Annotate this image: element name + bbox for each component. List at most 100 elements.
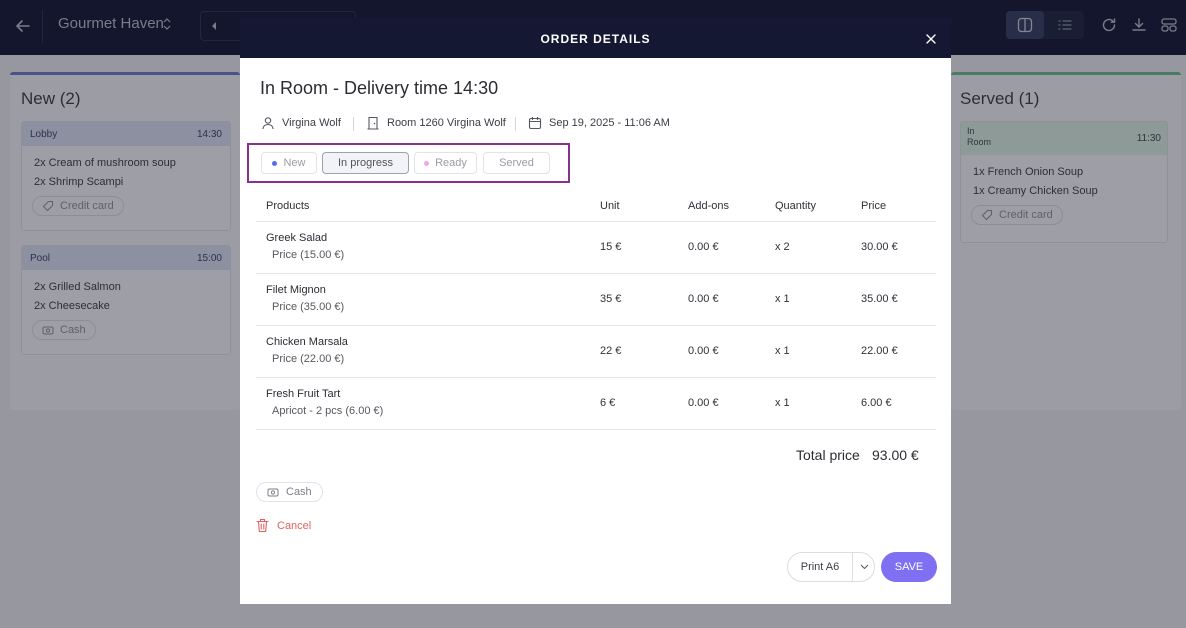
column-header-addons: Add-ons [688, 200, 729, 212]
download-icon[interactable] [1130, 16, 1148, 34]
payment-label: Cash [60, 324, 86, 336]
status-dot [272, 160, 278, 166]
card-location: Lobby [30, 128, 58, 140]
payment-label: Cash [286, 486, 312, 498]
view-toggle [1006, 11, 1084, 39]
card-header: Pool 15:00 [22, 246, 230, 270]
card-location: Room [967, 137, 992, 147]
status-ready[interactable]: Ready [414, 152, 477, 174]
list-item: 1x Creamy Chicken Soup [973, 185, 1098, 197]
chevron-down-icon[interactable] [860, 564, 869, 570]
card-items: 2x Grilled Salmon 2x Cheesecake [22, 270, 230, 316]
order-date: Sep 19, 2025 - 11:06 AM [549, 117, 670, 129]
column-served: Served (1) In Room 11:30 1x French Onion… [951, 72, 1181, 410]
list-view-button[interactable] [1046, 11, 1084, 39]
quantity: x 1 [775, 293, 790, 305]
modal-title: ORDER DETAILS [540, 32, 651, 46]
quantity: x 2 [775, 241, 790, 253]
cash-icon [267, 488, 279, 497]
order-card[interactable]: Lobby 14:30 2x Cream of mushroom soup 2x… [21, 121, 231, 231]
product-detail: Apricot - 2 pcs (6.00 €) [272, 405, 384, 417]
card-location: Pool [30, 252, 51, 264]
column-title: Served (1) [960, 89, 1040, 108]
unit-price: 35 € [600, 293, 622, 305]
customer-name: Virgina Wolf [282, 117, 341, 129]
table-row: Greek Salad Price (15.00 €) 15 € 0.00 € … [256, 222, 936, 274]
product-detail: Price (22.00 €) [272, 353, 345, 365]
cash-icon [42, 326, 54, 335]
list-item: 2x Shrimp Scampi [34, 176, 124, 188]
cancel-label: Cancel [277, 519, 312, 532]
user-icon [262, 117, 274, 130]
room-info: Room 1260 Virgina Wolf [366, 116, 506, 130]
print-button[interactable]: Print A6 [787, 552, 875, 582]
payment-label: Credit card [999, 209, 1053, 221]
total-label: Total price [796, 447, 860, 463]
back-arrow-icon[interactable] [12, 15, 34, 37]
column-header-products: Products [266, 200, 310, 212]
addons-price: 0.00 € [688, 241, 719, 253]
table-row: Filet Mignon Price (35.00 €) 35 € 0.00 €… [256, 274, 936, 326]
chevron-left-icon[interactable] [209, 20, 219, 32]
sort-caret-icon[interactable] [162, 17, 172, 31]
list-icon [1058, 20, 1072, 30]
payment-chip: Credit card [971, 205, 1063, 225]
print-label: Print A6 [800, 561, 840, 573]
status-dot [424, 160, 430, 166]
product-name: Fresh Fruit Tart [266, 388, 341, 400]
trash-icon [256, 518, 269, 533]
unit-price: 22 € [600, 345, 622, 357]
payment-chip: Credit card [32, 196, 124, 216]
save-button[interactable]: SAVE [881, 552, 937, 582]
card-time: 11:30 [1136, 133, 1161, 144]
modal-header: ORDER DETAILS [240, 18, 951, 58]
addons-price: 0.00 € [688, 397, 719, 409]
close-icon[interactable] [925, 33, 937, 45]
cancel-order-button[interactable]: Cancel [256, 518, 311, 533]
status-new[interactable]: New [261, 152, 317, 174]
refresh-icon[interactable] [1100, 16, 1118, 34]
order-details-modal: ORDER DETAILS In Room - Delivery time 14… [240, 18, 951, 604]
divider [852, 552, 853, 582]
product-name: Greek Salad [266, 232, 328, 244]
status-served[interactable]: Served [483, 152, 550, 174]
board-view-button[interactable] [1006, 11, 1044, 39]
status-label: New [283, 157, 306, 169]
payment-method-button[interactable]: Cash [256, 482, 323, 502]
date-info: Sep 19, 2025 - 11:06 AM [528, 116, 670, 130]
unit-price: 6 € [600, 397, 616, 409]
status-label: In progress [337, 157, 394, 169]
products-table: Products Unit Add-ons Quantity Price Gre… [256, 192, 936, 430]
line-price: 6.00 € [861, 397, 892, 409]
order-card[interactable]: In Room 11:30 1x French Onion Soup 1x Cr… [960, 121, 1168, 243]
addons-price: 0.00 € [688, 345, 719, 357]
card-items: 1x French Onion Soup 1x Creamy Chicken S… [961, 155, 1167, 201]
columns-icon [1017, 17, 1033, 33]
list-item: 2x Cheesecake [34, 300, 110, 312]
door-icon [367, 116, 379, 130]
status-in-progress[interactable]: In progress [322, 152, 409, 174]
card-header: Lobby 14:30 [22, 122, 230, 146]
table-header: Products Unit Add-ons Quantity Price [256, 192, 936, 222]
column-new: New (2) Lobby 14:30 2x Cream of mushroom… [10, 72, 240, 410]
list-item: 2x Cream of mushroom soup [34, 157, 176, 169]
card-time: 14:30 [196, 128, 222, 140]
product-name: Filet Mignon [266, 284, 326, 296]
divider [515, 117, 516, 131]
tag-icon [981, 210, 992, 221]
payment-chip: Cash [32, 320, 96, 340]
order-card[interactable]: Pool 15:00 2x Grilled Salmon 2x Cheeseca… [21, 245, 231, 355]
list-item: 1x French Onion Soup [973, 166, 1084, 178]
restaurant-name[interactable]: Gourmet Haven [58, 15, 164, 32]
product-name: Chicken Marsala [266, 336, 348, 348]
card-items: 2x Cream of mushroom soup 2x Shrimp Scam… [22, 146, 230, 192]
card-header: In Room 11:30 [961, 122, 1167, 155]
room-label: Room 1260 Virgina Wolf [387, 117, 506, 129]
column-header-price: Price [861, 200, 887, 212]
status-label: Ready [435, 157, 467, 169]
payment-label: Credit card [60, 200, 114, 212]
layout-icon[interactable] [1160, 16, 1178, 34]
status-label: Served [499, 157, 534, 169]
divider [42, 10, 43, 44]
column-title: New (2) [21, 89, 81, 108]
